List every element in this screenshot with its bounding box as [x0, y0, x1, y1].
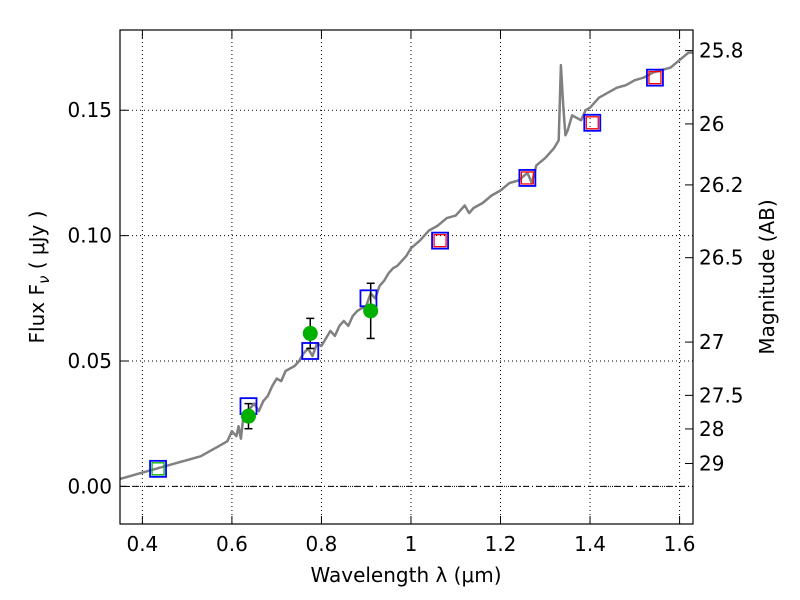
y-tick-label: 0.05	[67, 349, 112, 373]
band-square	[646, 68, 664, 87]
band-square	[583, 113, 602, 132]
x-tick-label: 0.8	[306, 532, 338, 556]
y-axis-label-units: ( μJy )	[25, 211, 49, 276]
mag-tick-label: 29	[699, 452, 724, 476]
y-axis-label-left: Flux Fν ( μJy )	[25, 211, 53, 344]
y-tick-label: 0.15	[67, 98, 112, 122]
nir-square	[648, 70, 662, 85]
y-tick-label: 0.00	[67, 474, 112, 498]
mag-tick-label: 28	[699, 417, 724, 441]
observed-point	[363, 303, 379, 319]
nir-square	[433, 233, 447, 248]
mag-tick-label: 27	[699, 330, 724, 354]
x-tick-label: 1.4	[574, 532, 606, 556]
photometry-markers	[149, 68, 664, 478]
x-tick-label: 0.4	[126, 532, 158, 556]
nir-square	[585, 116, 599, 130]
x-tick-label: 1	[405, 532, 418, 556]
mag-tick-label: 26.2	[699, 173, 744, 197]
mag-tick-label: 27.5	[699, 383, 744, 407]
axis-ticks: 0.4 0.6 0.8 1 1.2 1.4 1.6 0.00 0.05 0.10 0.15 25.8 2…	[67, 30, 744, 556]
observed-point	[302, 325, 318, 341]
band-square	[518, 169, 537, 187]
model-spectrum	[119, 51, 693, 481]
mag-tick-label: 25.8	[699, 39, 744, 63]
mag-tick-label: 26	[699, 112, 724, 136]
mag-tick-label: 26.5	[699, 246, 744, 270]
y-axis-label-subscript: ν	[35, 276, 53, 284]
optical-square	[151, 462, 165, 476]
y-axis-label-main: Flux F	[25, 284, 49, 343]
y-tick-label: 0.10	[67, 224, 112, 248]
x-tick-label: 1.2	[485, 532, 517, 556]
band-square	[431, 231, 449, 250]
x-tick-label: 0.6	[216, 532, 248, 556]
plot-frame	[119, 29, 694, 525]
grid-lines	[120, 30, 693, 524]
observed-point	[240, 408, 256, 424]
spectrum-line	[119, 51, 693, 481]
nir-square	[520, 171, 535, 185]
y-axis-label-right: Magnitude (AB)	[755, 199, 779, 354]
band-square	[301, 342, 320, 360]
band-square	[149, 459, 167, 478]
x-tick-label: 1.6	[664, 532, 696, 556]
x-axis-label: Wavelength λ (μm)	[310, 563, 501, 587]
